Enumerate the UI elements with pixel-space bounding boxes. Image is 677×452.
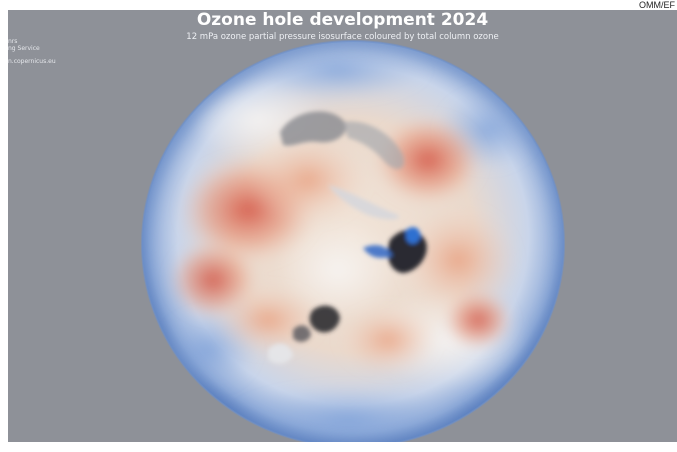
photo-credit: OMM/EF xyxy=(639,0,675,10)
corner-logo-text-1: nrs xyxy=(8,38,18,45)
visualization-subtitle: 12 mPa ozone partial pressure isosurface… xyxy=(186,32,499,42)
visualization-title: Ozone hole development 2024 xyxy=(196,10,489,30)
corner-logo-text-2: ng Service xyxy=(8,45,40,52)
corner-url-text: n.copernicus.eu xyxy=(8,58,56,65)
visualization-frame: Ozone hole development 2024 12 mPa ozone… xyxy=(8,10,677,442)
ozone-globe xyxy=(141,40,565,442)
